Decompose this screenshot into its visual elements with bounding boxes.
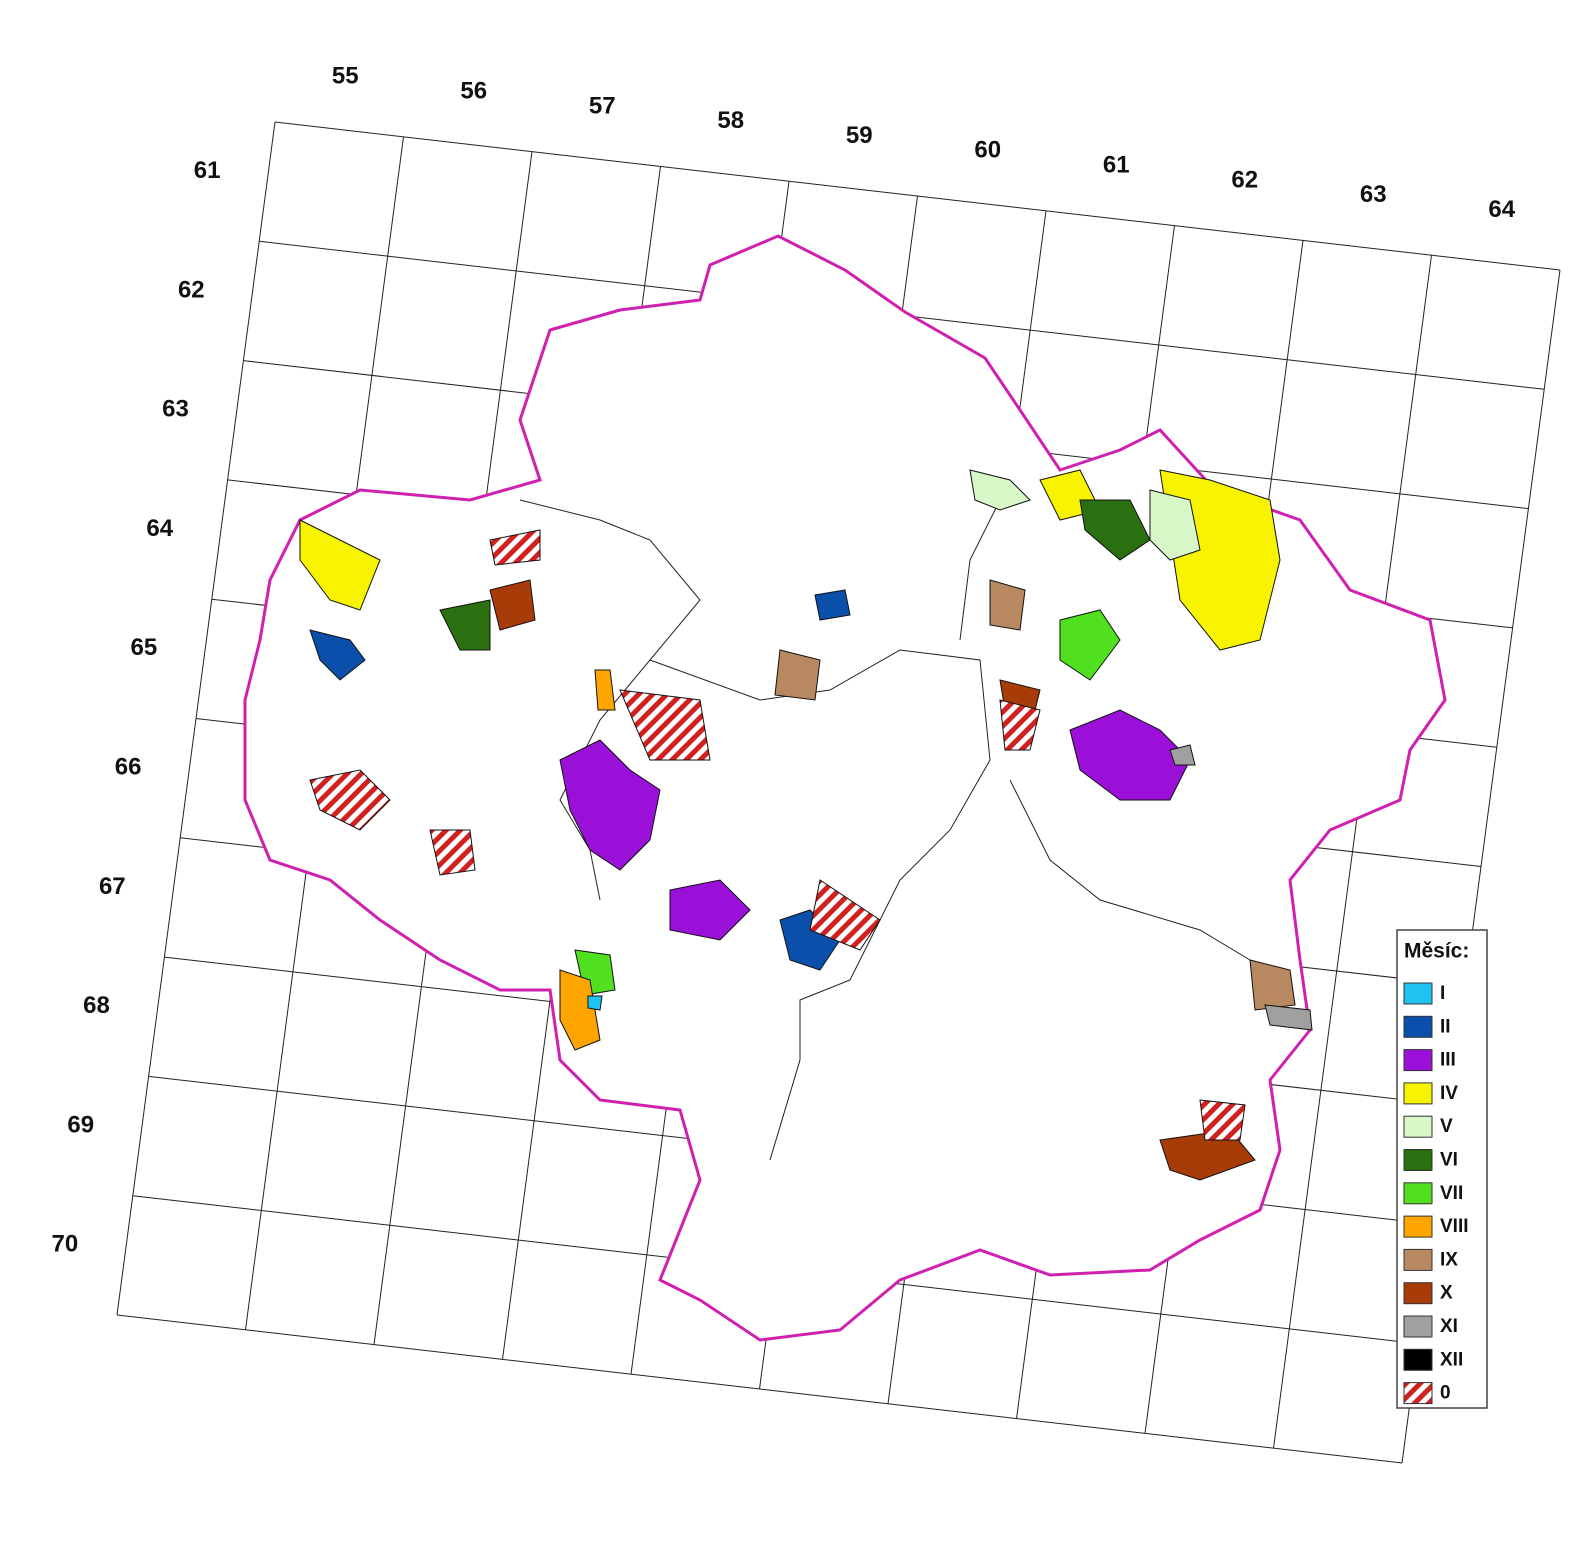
region — [243, 234, 1447, 1342]
row-label: 66 — [115, 753, 142, 780]
legend-label: 0 — [1440, 1383, 1451, 1404]
legend-swatch — [1403, 1082, 1433, 1105]
column-label: 64 — [1488, 196, 1515, 223]
column-label: 63 — [1360, 181, 1387, 208]
row-label: 65 — [131, 634, 158, 661]
legend-swatch — [1403, 1248, 1433, 1271]
legend-swatch — [1403, 1315, 1433, 1338]
column-label: 58 — [717, 107, 744, 134]
row-label: 61 — [194, 157, 221, 184]
column-label: 59 — [846, 122, 873, 149]
column-label: 60 — [974, 137, 1001, 164]
legend-label: XII — [1440, 1349, 1463, 1370]
legend-label: X — [1440, 1283, 1453, 1304]
legend-label: II — [1440, 1016, 1451, 1037]
legend-label: III — [1440, 1050, 1456, 1071]
column-label: 62 — [1231, 166, 1258, 193]
legend-swatch — [1403, 1382, 1433, 1405]
row-label: 63 — [162, 396, 189, 423]
grid-line — [116, 1314, 1403, 1464]
row-label: 68 — [83, 992, 110, 1019]
legend-label: VII — [1440, 1183, 1463, 1204]
legend-swatch — [1403, 1115, 1433, 1138]
legend-label: I — [1440, 983, 1445, 1004]
legend-label: XI — [1440, 1316, 1458, 1337]
legend-title: Měsíc: — [1404, 940, 1469, 963]
legend-swatch — [1403, 1348, 1433, 1371]
column-label: 56 — [460, 78, 487, 105]
legend-swatch — [1403, 1149, 1433, 1171]
column-label: 57 — [589, 92, 616, 119]
districts — [299, 469, 1313, 1181]
row-label: 69 — [67, 1111, 94, 1138]
column-label: 61 — [1103, 152, 1130, 179]
legend-label: IX — [1440, 1249, 1458, 1270]
legend-label: VI — [1440, 1150, 1458, 1171]
row-label: 62 — [178, 276, 205, 303]
legend-swatch — [1403, 1282, 1433, 1305]
legend-swatch — [1403, 1015, 1433, 1038]
legend-swatch — [1403, 982, 1433, 1005]
row-label: 67 — [99, 873, 126, 900]
legend-label: IV — [1440, 1083, 1458, 1104]
column-label: 55 — [332, 63, 359, 90]
legend-swatch — [1403, 1215, 1433, 1238]
legend-swatch — [1403, 1182, 1433, 1205]
row-label: 70 — [52, 1231, 79, 1258]
legend-swatch — [1403, 1049, 1433, 1072]
grid-line — [274, 121, 1561, 271]
row-label: 64 — [146, 515, 173, 542]
legend-label: V — [1440, 1116, 1453, 1137]
legend-label: VIII — [1440, 1216, 1469, 1237]
